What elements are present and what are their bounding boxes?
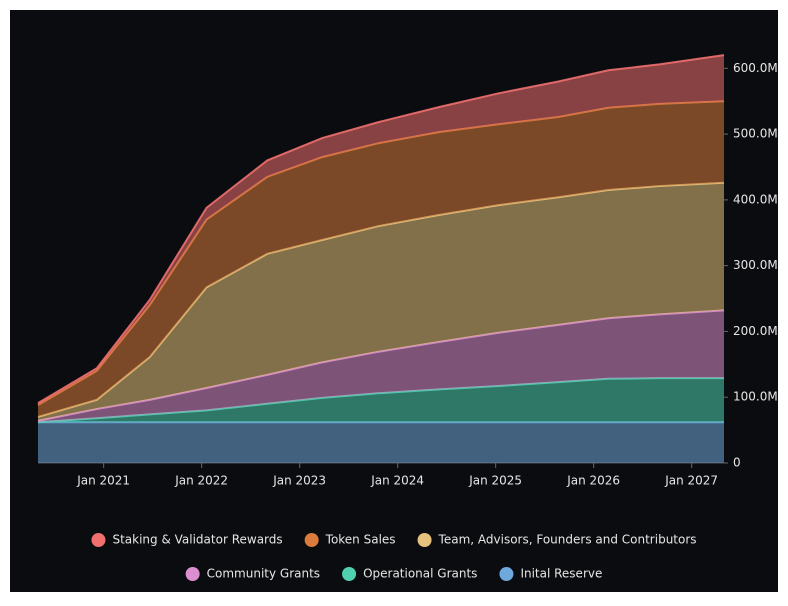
legend-label: Staking & Validator Rewards xyxy=(112,533,282,547)
area xyxy=(38,422,724,463)
legend-swatch xyxy=(417,533,432,547)
area xyxy=(38,55,724,406)
legend-label: Operational Grants xyxy=(363,567,477,581)
legend-label: Token Sales xyxy=(325,533,396,547)
x-tick-label: Jan 2025 xyxy=(468,474,522,488)
y-tick-label: 100.0M xyxy=(733,390,778,404)
x-tick-label: Jan 2026 xyxy=(566,474,620,488)
area xyxy=(38,310,724,423)
legend-swatch xyxy=(185,567,200,581)
x-tick-label: Jan 2027 xyxy=(664,474,718,488)
legend-row: Community Grants Operational Grants Inital… xyxy=(185,567,602,581)
legend-swatch xyxy=(304,533,319,547)
area xyxy=(38,182,724,421)
x-tick-label: Jan 2021 xyxy=(76,474,130,488)
area xyxy=(38,101,724,417)
legend-label: Team, Advisors, Founders and Contributor… xyxy=(438,533,697,547)
legend-row: Staking & Validator Rewards Token Sales Te… xyxy=(91,533,697,547)
legend-swatch xyxy=(499,567,514,581)
y-tick-label: 400.0M xyxy=(733,192,778,206)
y-tick-label: 600.0M xyxy=(733,61,778,75)
legend-swatch xyxy=(342,567,357,581)
legend-label: Community Grants xyxy=(207,567,320,581)
y-tick-label: 200.0M xyxy=(733,324,778,338)
x-tick-label: Jan 2023 xyxy=(272,474,326,488)
x-tick-label: Jan 2022 xyxy=(174,474,228,488)
y-tick-label: 300.0M xyxy=(733,258,778,272)
legend-label: Inital Reserve xyxy=(520,567,602,581)
x-tick-label: Jan 2024 xyxy=(370,474,424,488)
area-line xyxy=(37,54,725,404)
area xyxy=(38,378,724,423)
y-tick-label: 0 xyxy=(733,456,741,470)
legend-swatch xyxy=(91,533,106,547)
y-tick-label: 500.0M xyxy=(733,127,778,141)
